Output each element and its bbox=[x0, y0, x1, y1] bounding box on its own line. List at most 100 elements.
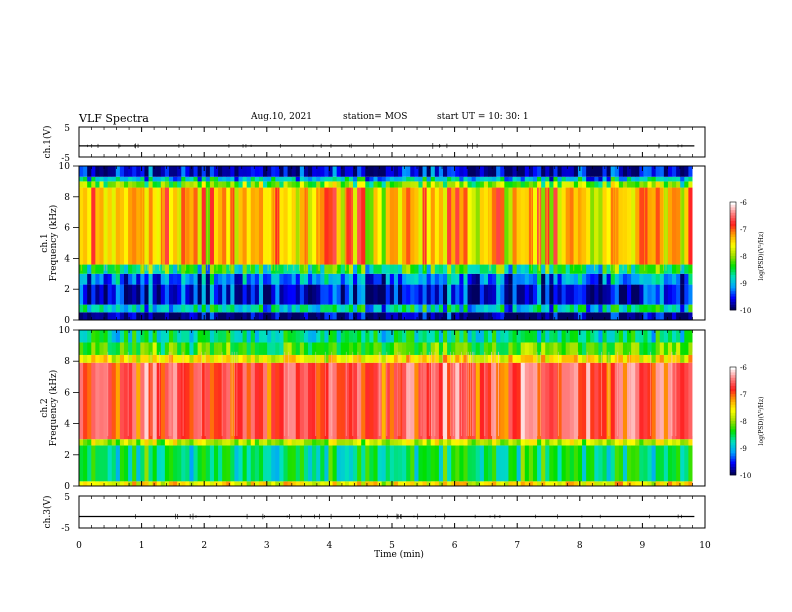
spectrogram-cell bbox=[263, 362, 268, 440]
spectrogram-cell bbox=[123, 187, 129, 265]
spectrogram-cell bbox=[316, 304, 321, 313]
spectrogram-cell bbox=[504, 304, 509, 313]
spectrogram-cell bbox=[357, 187, 362, 265]
spectrogram-cell bbox=[230, 181, 235, 188]
spectrogram-cell bbox=[651, 330, 657, 343]
spectrogram-cell bbox=[83, 181, 88, 188]
spectrogram-cell bbox=[475, 445, 481, 482]
spectrogram-cell bbox=[414, 330, 419, 343]
spectrogram-cell bbox=[684, 354, 689, 363]
spectrogram-cell bbox=[532, 354, 538, 363]
spectrogram-cell bbox=[144, 445, 149, 482]
spectrogram-cell bbox=[545, 284, 550, 305]
spectrogram-cell bbox=[275, 176, 280, 182]
spectrogram-cell bbox=[655, 445, 661, 482]
spectrogram-cell bbox=[459, 445, 464, 482]
spectrogram-cell bbox=[516, 481, 522, 486]
spectrogram-cell bbox=[197, 342, 203, 355]
spectrogram-cell bbox=[209, 354, 215, 363]
spectrogram-cell bbox=[537, 166, 542, 177]
spectrogram-cell bbox=[667, 330, 673, 343]
spectrogram-cell bbox=[524, 439, 530, 446]
spectrogram-cell bbox=[418, 187, 423, 265]
spectrogram-cell bbox=[123, 264, 129, 274]
spectrogram-cell bbox=[275, 304, 280, 313]
spectrogram-cell bbox=[582, 176, 587, 182]
spectrogram-streak bbox=[420, 351, 422, 437]
spectrogram-cell bbox=[467, 330, 473, 343]
spectrogram-cell bbox=[209, 439, 215, 446]
spectrogram-cell bbox=[234, 166, 239, 177]
spectrogram-cell bbox=[193, 187, 199, 265]
spectrogram-cell bbox=[144, 330, 149, 343]
spectrogram-cell bbox=[79, 439, 84, 446]
spectrogram-streak bbox=[287, 187, 288, 271]
spectrogram-cell bbox=[312, 354, 317, 363]
spectrogram-cell bbox=[201, 264, 207, 274]
spectrogram-cell bbox=[291, 273, 297, 285]
spectrogram-cell bbox=[160, 284, 166, 305]
spectrogram-cell bbox=[512, 264, 518, 274]
spectrogram-cell bbox=[357, 304, 362, 313]
spectrogram-cell bbox=[561, 439, 567, 446]
spectrogram-cell bbox=[152, 187, 158, 265]
colorbar-segment bbox=[730, 272, 736, 276]
spectrogram-cell bbox=[209, 304, 215, 313]
spectrogram-streak bbox=[303, 187, 305, 271]
spectrogram-cell bbox=[348, 176, 354, 182]
spectrogram-streak bbox=[177, 187, 179, 271]
spectrogram-cell bbox=[250, 362, 256, 440]
spectrogram-cell bbox=[512, 284, 518, 305]
spectrogram-cell bbox=[226, 284, 231, 305]
spectrogram-cell bbox=[479, 354, 485, 363]
spectrogram-cell bbox=[357, 166, 362, 177]
spectrogram-cell bbox=[631, 481, 636, 486]
spectrogram-cell bbox=[545, 304, 550, 313]
spectrogram-cell bbox=[430, 166, 436, 177]
spectrogram-cell bbox=[308, 181, 313, 188]
spectrogram-cell bbox=[205, 176, 211, 182]
spectrogram-cell bbox=[688, 166, 693, 177]
spectrogram-cell bbox=[123, 312, 129, 320]
spectrogram-cell bbox=[328, 181, 333, 188]
spectrogram-cell bbox=[263, 445, 268, 482]
spectrogram-cell bbox=[532, 439, 538, 446]
spectrogram-cell bbox=[430, 181, 436, 188]
spectrogram-cell bbox=[512, 342, 518, 355]
spectrogram-cell bbox=[263, 264, 268, 274]
spectrogram-cell bbox=[136, 342, 141, 355]
spectrogram-cell bbox=[226, 166, 231, 177]
spectrogram-cell bbox=[557, 273, 562, 285]
spectrogram-cell bbox=[234, 312, 239, 320]
spectrogram-cell bbox=[565, 187, 571, 265]
spectrogram-cell bbox=[553, 284, 558, 305]
spectrogram-cell bbox=[381, 445, 387, 482]
spectrogram-cell bbox=[512, 166, 518, 177]
spectrogram-cell bbox=[222, 273, 227, 285]
spectrogram-cell bbox=[328, 284, 333, 305]
spectrogram-cell bbox=[586, 362, 591, 440]
spectrogram-cell bbox=[622, 330, 628, 343]
spectrogram-streak bbox=[644, 187, 646, 271]
spectrogram-cell bbox=[398, 264, 403, 274]
spectrogram-cell bbox=[115, 445, 121, 482]
spectrogram-cell bbox=[353, 362, 358, 440]
spectrogram-cell bbox=[197, 273, 203, 285]
colorbar-segment bbox=[730, 372, 736, 376]
spectrogram-cell bbox=[373, 284, 378, 305]
spectrogram-cell bbox=[336, 354, 342, 363]
spectrogram-cell bbox=[279, 330, 284, 343]
spectrogram-cell bbox=[577, 439, 583, 446]
spectrogram-cell bbox=[83, 176, 88, 182]
spectrogram-cell bbox=[324, 439, 329, 446]
spectrogram-cell bbox=[606, 176, 612, 182]
spectrogram-cell bbox=[414, 176, 419, 182]
spectrogram-cell bbox=[430, 439, 436, 446]
spectrogram-cell bbox=[627, 264, 632, 274]
spectrogram-cell bbox=[91, 273, 96, 285]
spectrogram-cell bbox=[627, 481, 632, 486]
spectrogram-cell bbox=[193, 284, 199, 305]
spectrogram-cell bbox=[438, 354, 444, 363]
ch1-colorbar-tick: -10 bbox=[740, 307, 751, 315]
spectrogram-cell bbox=[254, 342, 260, 355]
